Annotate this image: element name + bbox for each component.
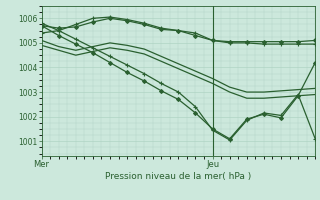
X-axis label: Pression niveau de la mer( hPa ): Pression niveau de la mer( hPa ) (105, 172, 252, 181)
